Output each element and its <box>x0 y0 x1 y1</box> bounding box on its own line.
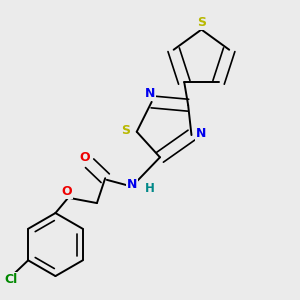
Text: N: N <box>196 127 206 140</box>
Text: H: H <box>145 182 155 195</box>
Text: Cl: Cl <box>4 273 17 286</box>
Text: S: S <box>197 16 206 29</box>
Text: O: O <box>62 184 72 198</box>
Text: O: O <box>79 151 90 164</box>
Text: N: N <box>127 178 137 191</box>
Text: S: S <box>122 124 130 136</box>
Text: N: N <box>145 87 155 100</box>
